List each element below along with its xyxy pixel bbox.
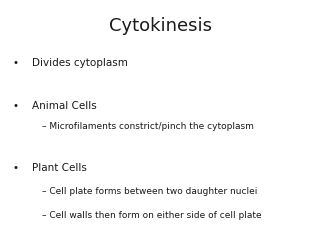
Text: – Microfilaments constrict/pinch the cytoplasm: – Microfilaments constrict/pinch the cyt… — [42, 122, 253, 132]
Text: •: • — [13, 58, 19, 68]
Text: – Cell walls then form on either side of cell plate: – Cell walls then form on either side of… — [42, 211, 261, 220]
Text: – Cell plate forms between two daughter nuclei: – Cell plate forms between two daughter … — [42, 187, 257, 196]
Text: Cytokinesis: Cytokinesis — [108, 17, 212, 35]
Text: Divides cytoplasm: Divides cytoplasm — [32, 58, 128, 68]
Text: •: • — [13, 163, 19, 173]
Text: Plant Cells: Plant Cells — [32, 163, 87, 173]
Text: •: • — [13, 101, 19, 111]
Text: Animal Cells: Animal Cells — [32, 101, 97, 111]
